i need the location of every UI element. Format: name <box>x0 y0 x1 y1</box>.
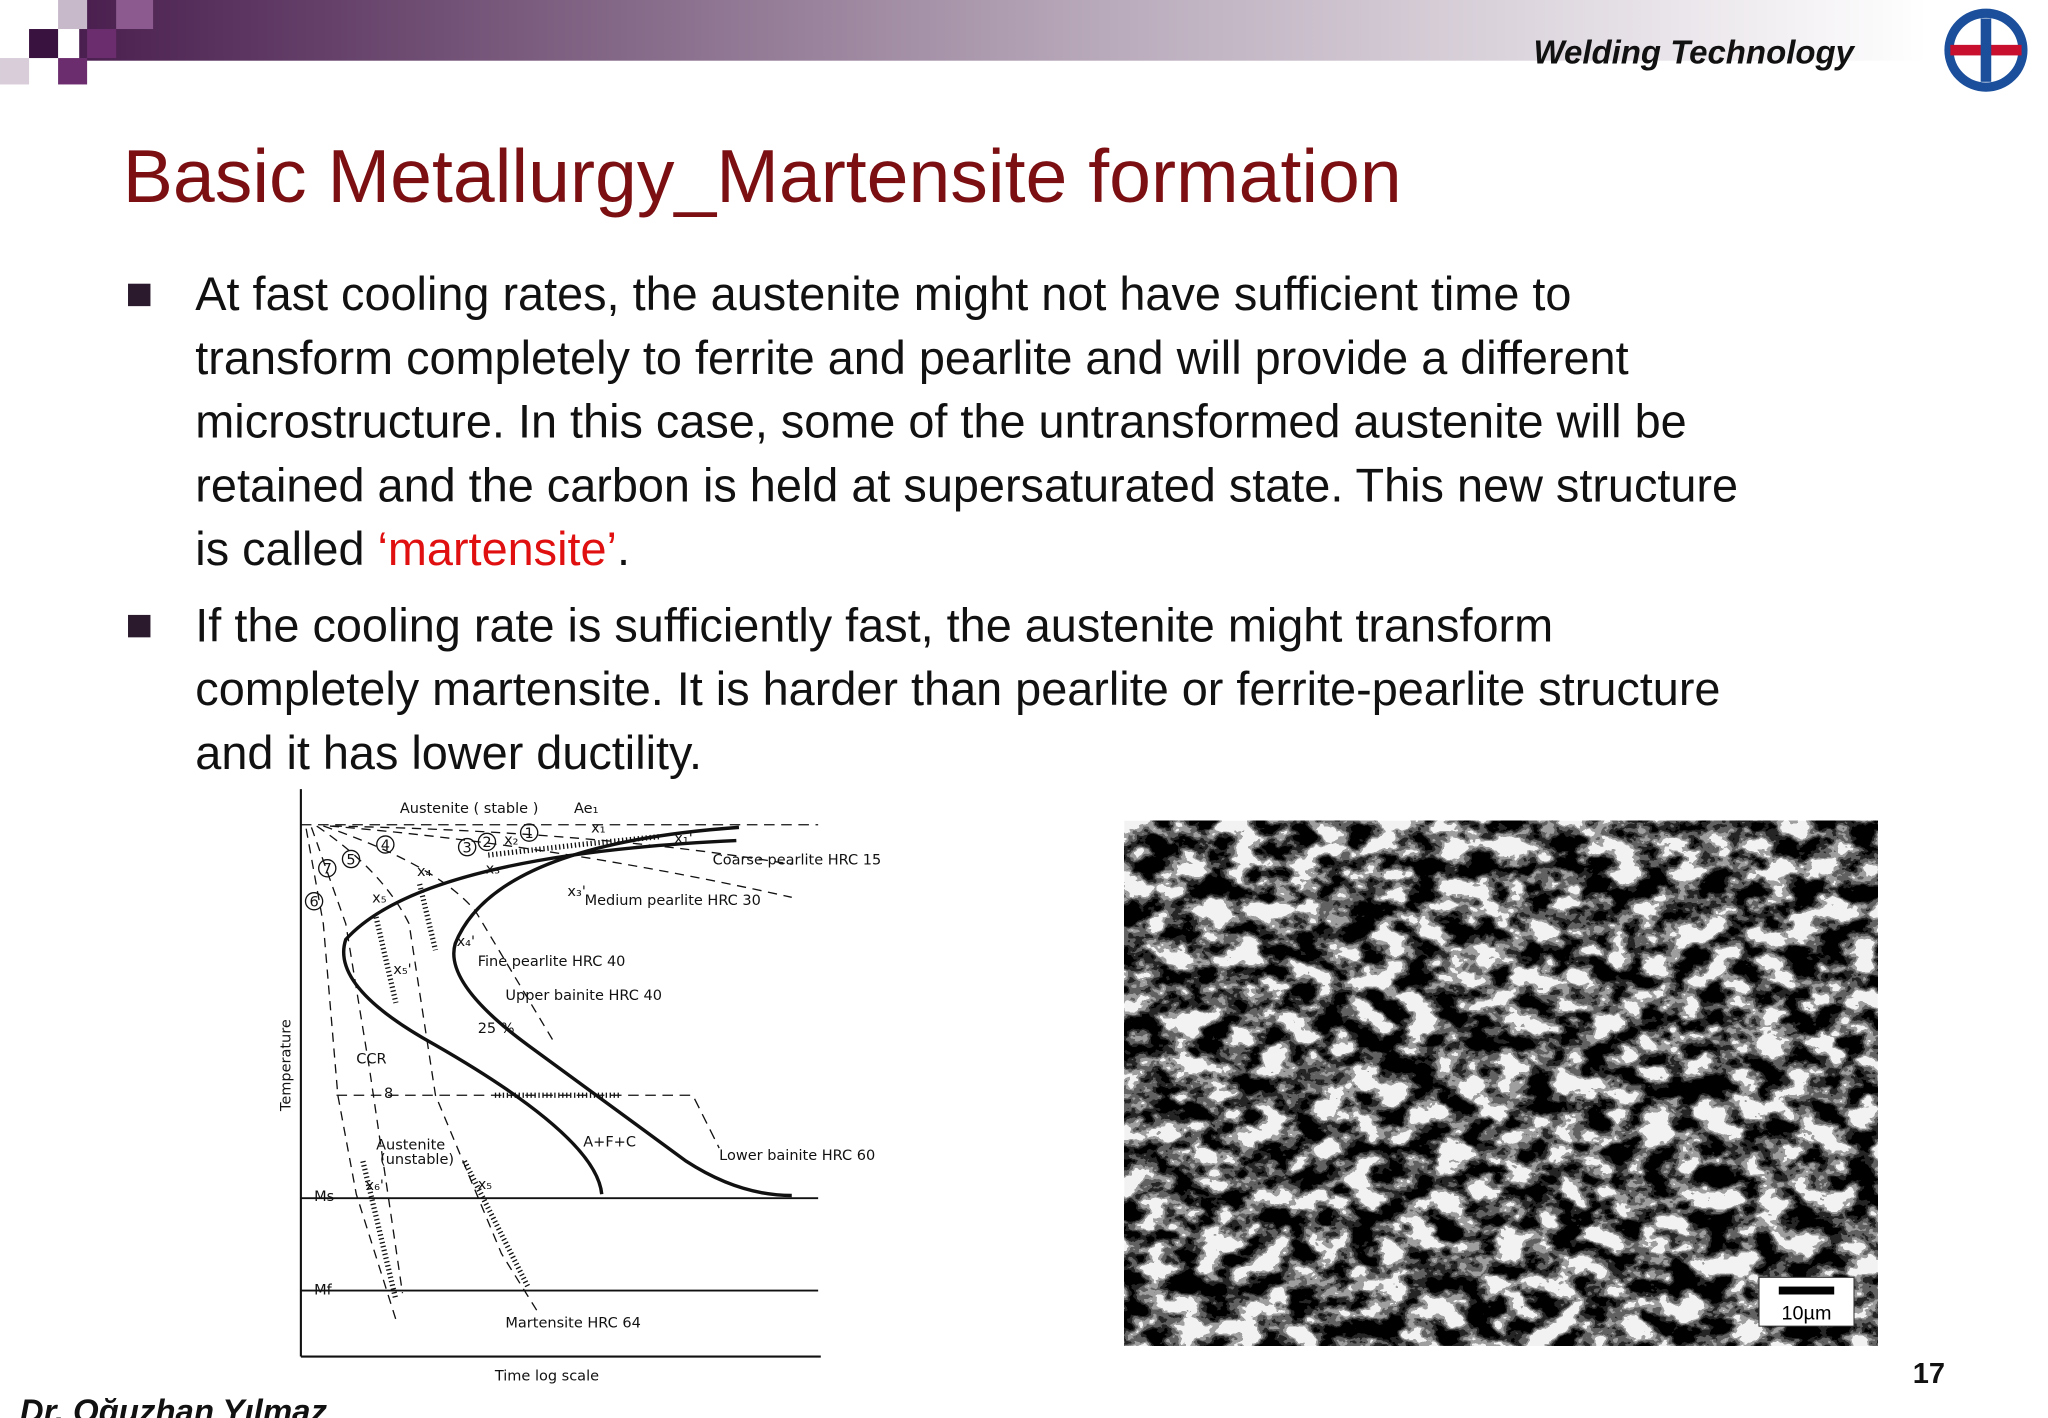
diagram-label: Martensite HRC 64 <box>505 1315 640 1331</box>
transformation-mark: x₁' <box>674 831 692 847</box>
bullet-line: At fast cooling rates, the austenite mig… <box>195 268 1571 320</box>
curve-number: 7 <box>323 862 332 878</box>
bullet-list: At fast cooling rates, the austenite mig… <box>128 268 1738 779</box>
curve-number-circle <box>457 837 477 857</box>
transformation-mark: x₁ <box>591 821 606 837</box>
curve-number-circle <box>304 892 324 911</box>
bullet-marker <box>128 614 151 638</box>
curve-number: 5 <box>346 852 355 868</box>
diagram-label: 8 <box>384 1086 393 1102</box>
transformation-mark: x₃' <box>567 884 585 900</box>
transformation-mark: x₄ <box>417 864 432 880</box>
diagram-label: Ae₁ <box>574 801 599 817</box>
diagram-label: 25 % <box>478 1021 515 1037</box>
bullet-marker <box>128 283 151 307</box>
x-axis-label: Time log scale <box>494 1368 599 1384</box>
curve-number-circle <box>519 823 539 842</box>
text-run: . <box>617 523 630 575</box>
transformation-mark: x₃ <box>486 862 501 878</box>
bullet-line: transform completely to ferrite and pear… <box>195 332 1628 384</box>
diagram-label: Upper bainite HRC 40 <box>505 988 662 1004</box>
diagram-label: Fine pearlite HRC 40 <box>478 954 626 970</box>
curve-number: 4 <box>381 838 390 854</box>
transformation-mark: x₅ <box>372 891 387 907</box>
curve-number: 1 <box>525 826 534 842</box>
diagram-label: Austenite <box>376 1137 445 1153</box>
bullet-line: If the cooling rate is sufficiently fast… <box>195 599 1553 651</box>
bullet-line: retained and the carbon is held at super… <box>195 459 1738 511</box>
curve-number-circle <box>341 849 361 869</box>
scale-bar-label: 10µm <box>1782 1303 1832 1325</box>
micrograph: 10µm <box>1124 820 1878 1346</box>
diagram-label: (unstable) <box>380 1152 454 1168</box>
author: Dr. Oğuzhan Yılmaz <box>20 1392 328 1418</box>
diagram-label: Coarse pearlite HRC 15 <box>713 852 882 868</box>
bullet-line: completely martensite. It is harder than… <box>195 663 1720 715</box>
y-axis-label: Temperature <box>278 1019 294 1112</box>
diagram-label: Lower bainite HRC 60 <box>719 1148 875 1164</box>
transformation-mark: x₅' <box>393 962 411 978</box>
page-number: 17 <box>1913 1358 1945 1390</box>
diagram-label: A+F+C <box>583 1135 636 1151</box>
transformation-mark: x₄' <box>457 934 475 950</box>
transformation-mark: x₂ <box>504 833 518 849</box>
diagram-label: Austenite ( stable ) <box>400 801 539 817</box>
header-bar <box>0 0 1927 85</box>
curve-number-circle <box>376 835 395 854</box>
curve-number-circle <box>318 859 337 878</box>
course-name: Welding Technology <box>1533 33 1855 70</box>
transformation-mark: x₅ <box>478 1177 493 1193</box>
highlight: ‘martensite’ <box>378 523 617 575</box>
bullet-line: microstructure. In this case, some of th… <box>195 396 1686 448</box>
curve-number: 3 <box>463 840 472 856</box>
diagram-label: Medium pearlite HRC 30 <box>585 893 761 909</box>
diagram-label: Ms <box>314 1189 334 1205</box>
bullet-line: and it has lower ductility. <box>195 727 702 779</box>
slide-title: Basic Metallurgy_Martensite formation <box>123 134 1402 218</box>
text-run: is called <box>195 523 377 575</box>
curve-number-circle <box>477 832 497 852</box>
curve-number: 2 <box>482 835 491 851</box>
transformation-mark: x₆' <box>366 1178 384 1194</box>
logo <box>1944 8 2028 92</box>
diagram-label: Mf <box>314 1282 333 1298</box>
diagram-label: CCR <box>356 1052 386 1068</box>
bullet-line: is called ‘martensite’. <box>195 523 630 575</box>
cct-diagram: Austenite ( stable ) Ae₁ Coarse pearlite H… <box>278 789 881 1384</box>
curve-number: 6 <box>309 895 318 911</box>
